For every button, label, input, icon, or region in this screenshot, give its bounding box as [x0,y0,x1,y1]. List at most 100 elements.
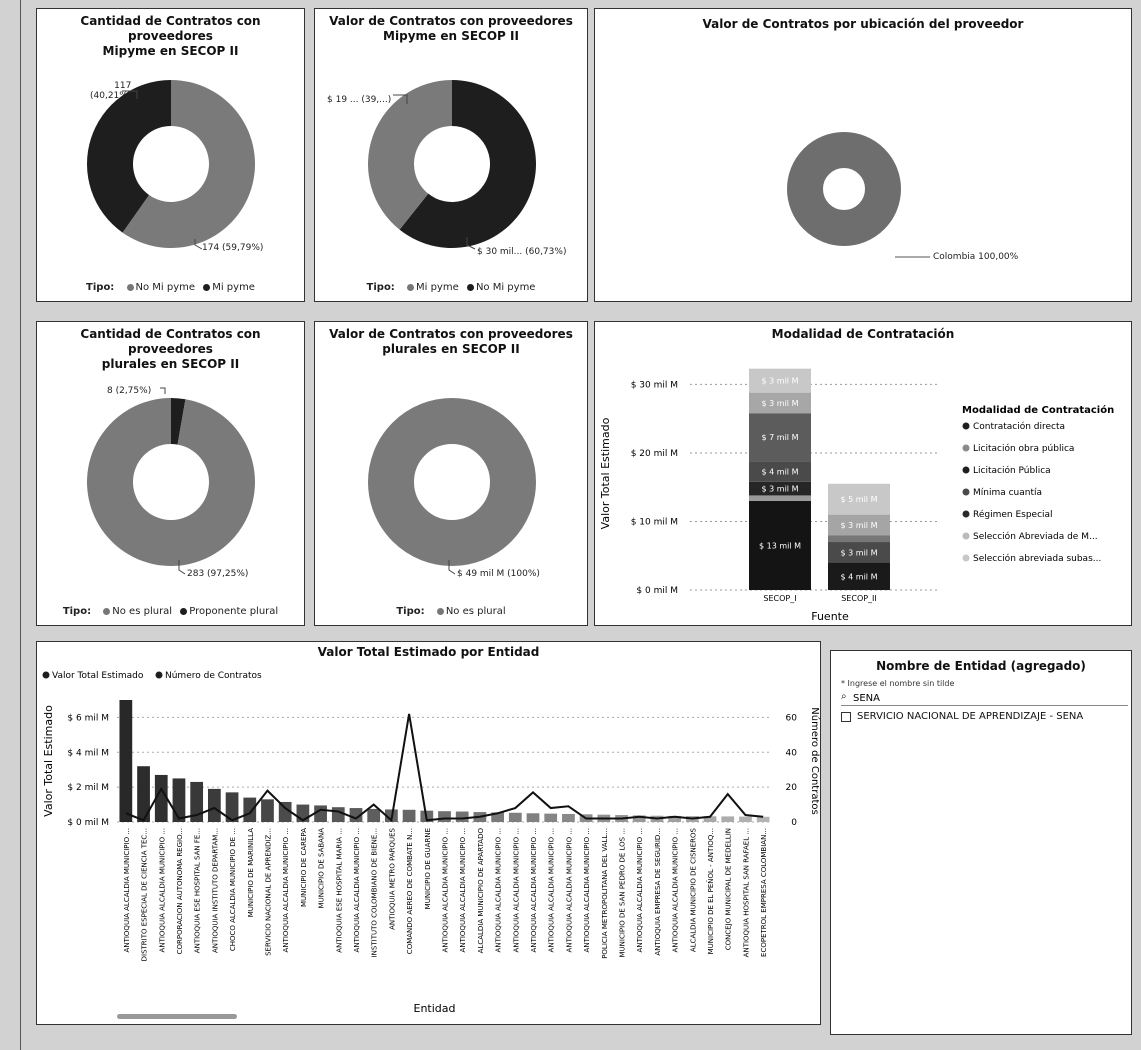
legend-dot [103,607,111,615]
bar-segment[interactable] [749,481,811,496]
donut-ubicacion[interactable] [595,9,1133,303]
bar[interactable] [331,807,345,822]
donut-slices[interactable] [368,80,536,248]
bar-segment[interactable] [828,535,890,543]
x-tick-label: ANTIOQUIA ALCALDIA MUNICIPIO ... [442,828,450,952]
bar-segment[interactable] [828,514,890,536]
x-tick-label: SERVICIO NACIONAL DE APRENDIZ... [264,828,272,956]
legend-item[interactable]: No Mi pyme [475,282,536,293]
x-tick-label: MUNICIPIO DE GUARNE [424,828,432,909]
x-tick-label: ANTIOQUIA ESE HOSPITAL SAN FE... [194,828,202,953]
plural-count-slice[interactable] [171,398,186,445]
bar[interactable] [278,801,292,822]
legend-item[interactable]: Número de Contratos [165,671,262,681]
legend-item[interactable]: Mínima cuantía [973,488,1042,498]
bar[interactable] [367,808,381,822]
slicer-title: Nombre de Entidad (agregado) [876,659,1086,673]
bar[interactable] [137,766,150,822]
bar[interactable] [402,809,416,822]
bar[interactable] [172,778,186,822]
line-series[interactable] [125,713,764,823]
donut-slices[interactable] [86,398,255,566]
bar-segment[interactable] [749,461,811,482]
panel-title: Modalidad de Contratación [771,327,955,341]
donut-slices[interactable] [86,80,255,248]
legend-item[interactable]: Proponente plural [189,606,279,617]
search-input[interactable] [841,691,1128,706]
ubicacion-slice[interactable] [787,132,901,246]
legend-item[interactable]: Régimen Especial [973,509,1053,520]
bar[interactable] [207,788,221,822]
bar[interactable] [349,808,363,822]
bar-segment[interactable] [749,500,811,590]
bar[interactable] [703,816,717,822]
leader-line [448,560,456,575]
bar[interactable] [739,816,752,822]
bar-segment[interactable] [828,542,890,563]
legend-item[interactable]: No es plural [112,606,173,617]
x-tick-label: ANTIOQUIA ALCALDIA MUNICIPIO ... [583,828,591,952]
x-tick-label: ALCALDIA MUNICIPIO DE APARTADO [477,828,485,954]
x-axis-title: Entidad [414,1002,456,1015]
bar[interactable] [190,781,204,822]
checkbox[interactable] [841,711,851,722]
bar-segment[interactable] [828,483,890,515]
bar[interactable] [756,816,770,822]
bar[interactable] [438,811,451,822]
stacked-bar-chart-modalidad[interactable]: $ 0 mil M $ 10 mil M $ 20 mil M $ 30 mil M V… [595,322,1133,627]
bar[interactable] [455,811,469,822]
donut-plural-value[interactable] [315,322,589,627]
bar[interactable] [562,813,575,822]
bar[interactable] [225,792,239,822]
bar[interactable] [154,774,168,822]
bar[interactable] [243,797,257,822]
plural-count-slice[interactable] [86,398,255,566]
donut-slices[interactable] [368,398,536,566]
x-tick-label: SECOP_II [841,594,877,603]
legend-item[interactable]: No es plural [445,606,506,617]
legend-item[interactable]: Selección Abreviada de M... [973,531,1098,542]
bar[interactable] [544,813,558,822]
legend: Tipo: No es plural Proponente plural [37,606,304,617]
combo-chart-entidad[interactable]: Valor Total Estimado Número de Contratos $… [37,642,822,1026]
legend-item[interactable]: Mi pyme [212,282,255,293]
bar[interactable] [314,805,327,822]
data-label-mipyme: $ 19 ... (39,...) [327,95,392,105]
data-label-plural: 8 (2,75%) [107,386,152,396]
mipyme-value-slice[interactable] [368,80,452,230]
mipyme-count-slice[interactable] [86,80,171,233]
legend-item[interactable]: No Mi pyme [135,282,196,293]
scrollbar[interactable] [117,1014,237,1019]
bar[interactable] [119,700,133,822]
legend-item[interactable]: Selección abreviada subas... [973,553,1101,564]
mipyme-count-slice[interactable] [122,80,255,248]
data-label-mipyme: 117 (40,21%) [90,81,132,101]
bar-segment[interactable] [749,413,811,462]
plural-value-slice[interactable] [368,398,536,566]
bar[interactable] [526,813,540,822]
donut-plural-count[interactable] [37,322,306,627]
bar[interactable] [632,815,646,822]
legend-item[interactable]: Mi pyme [416,282,459,293]
bar[interactable] [721,816,735,822]
mipyme-value-slice[interactable] [399,80,536,248]
donut-mipyme-value[interactable] [315,9,589,303]
legend-item[interactable]: Licitación obra pública [973,443,1074,454]
donut-slices[interactable] [787,132,901,246]
x-tick-label: ANTIOQUIA ALCALDIA MUNICIPIO ... [282,828,290,952]
slicer-option[interactable]: SERVICIO NACIONAL DE APRENDIZAJE - SENA [841,711,1083,722]
legend-item[interactable]: Contratación directa [973,421,1065,432]
data-label-no-plural: $ 49 mil M (100%) [457,569,540,579]
bar[interactable] [508,812,522,822]
bar-segment[interactable] [828,562,890,590]
bar[interactable] [668,815,682,822]
bar[interactable] [261,799,274,822]
bar-segment[interactable] [749,495,811,501]
legend-item[interactable]: Valor Total Estimado [52,671,144,681]
bar-segment[interactable] [749,392,811,414]
bar[interactable] [491,812,504,822]
legend-title: Tipo: [86,282,115,293]
legend-item[interactable]: Licitación Pública [973,465,1051,476]
bar-segment[interactable] [749,368,811,393]
donut-mipyme-count[interactable] [37,9,306,303]
